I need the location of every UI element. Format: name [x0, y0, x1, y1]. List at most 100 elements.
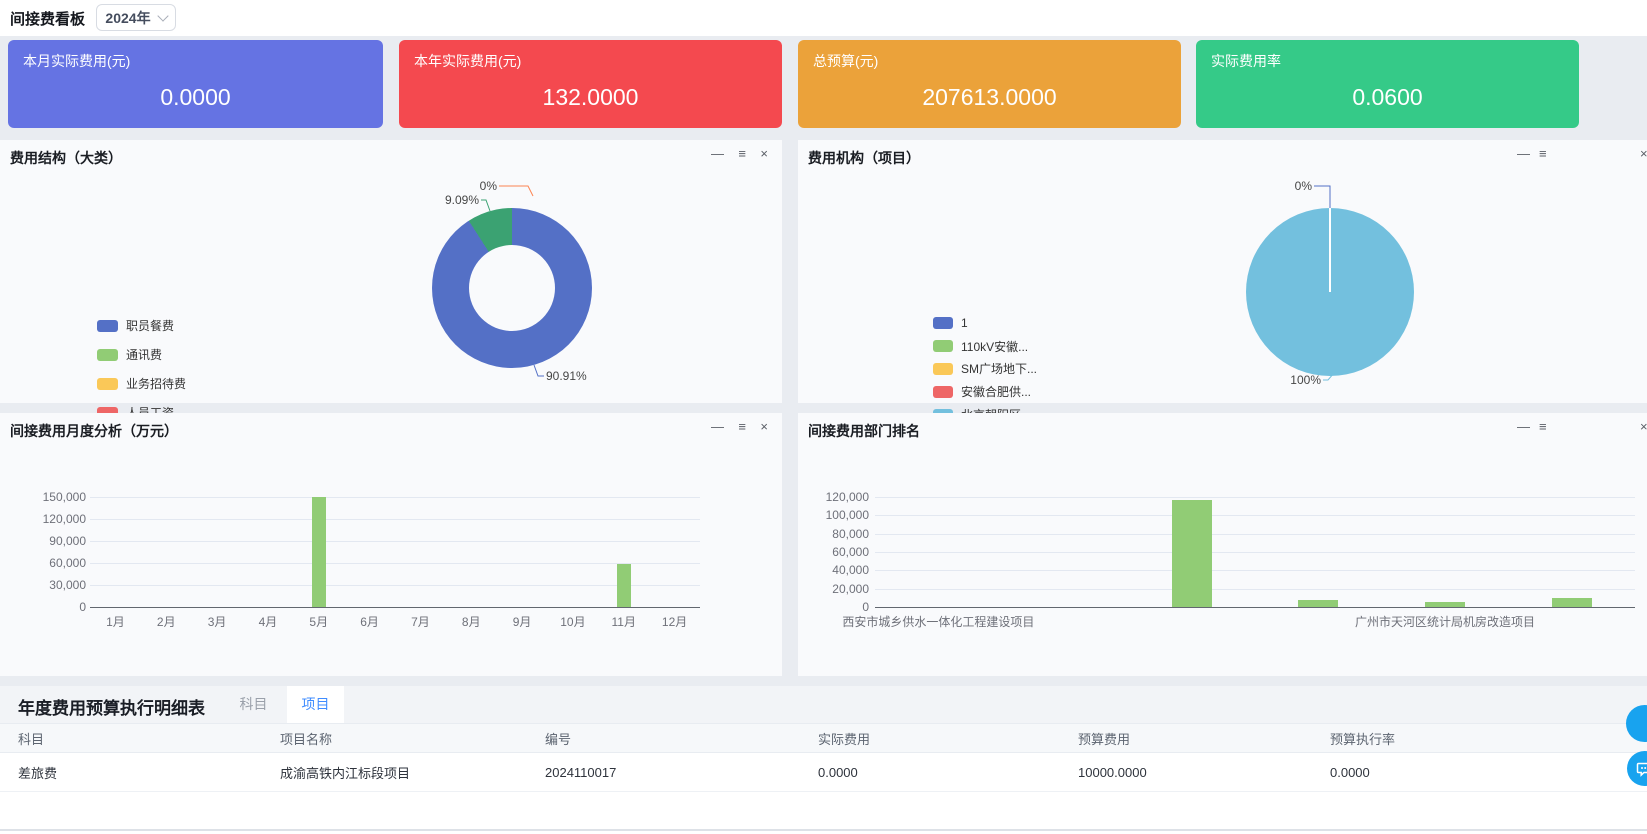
pie-chart[interactable]	[1246, 208, 1414, 376]
column-header: 编号	[545, 731, 572, 747]
table-cell: 0.0000	[818, 764, 858, 780]
legend-swatch	[933, 340, 953, 353]
legend-item[interactable]: 110kV安徽...	[933, 335, 1037, 358]
close-icon[interactable]: ×	[1640, 419, 1647, 434]
gridline	[90, 563, 700, 564]
kpi-card-expense-rate: 实际费用率 0.0600	[1196, 40, 1579, 128]
gridline	[90, 497, 700, 498]
y-axis-tick: 80,000	[832, 526, 869, 541]
x-axis-label: 4月	[258, 615, 278, 629]
gridline	[875, 570, 1635, 572]
panel-title: 费用结构（大类）	[10, 150, 122, 166]
y-axis-tick: 20,000	[832, 581, 869, 596]
panel-expense-structure: 费用结构（大类） — ≡ × 职员餐费通讯费业务招待费人员工资福利费工程保险费消…	[0, 140, 782, 528]
y-axis-tick: 100,000	[825, 508, 869, 523]
gridline	[90, 585, 700, 586]
gridline	[875, 515, 1635, 517]
legend-label: 1	[961, 316, 968, 331]
table-cell: 2024110017	[545, 764, 617, 780]
kpi-value: 0.0600	[1352, 84, 1423, 110]
bar	[616, 564, 631, 607]
y-axis-tick: 40,000	[832, 563, 869, 578]
bar	[1171, 499, 1212, 607]
legend-item[interactable]: SM广场地下...	[933, 358, 1037, 381]
column-header: 项目名称	[280, 731, 333, 747]
panel-title: 费用机构（项目）	[808, 150, 920, 166]
table-title: 年度费用预算执行明细表	[18, 699, 205, 718]
legend-label: 通讯费	[126, 348, 163, 362]
x-axis-label: 8月	[461, 615, 481, 629]
close-icon[interactable]: ×	[760, 146, 768, 161]
column-header: 实际费用	[818, 731, 871, 747]
table-cell: 0.0000	[1330, 764, 1370, 780]
close-icon[interactable]: ×	[760, 419, 768, 434]
kpi-card-year-actual: 本年实际费用(元) 132.0000	[399, 40, 782, 128]
y-axis-tick: 0	[79, 600, 86, 614]
svg-text:0%: 0%	[1295, 179, 1313, 193]
y-axis-tick: 0	[862, 600, 869, 614]
kpi-label: 本月实际费用(元)	[23, 53, 131, 69]
y-axis-tick: 90,000	[49, 534, 86, 548]
menu-icon[interactable]: ≡	[1539, 146, 1547, 161]
legend-item[interactable]: 职员餐费	[97, 311, 186, 340]
minimize-icon[interactable]: —	[1517, 146, 1530, 161]
x-axis-label: 7月	[411, 615, 430, 629]
tab-project[interactable]: 项目	[287, 686, 344, 723]
svg-text:90.91%: 90.91%	[546, 369, 587, 383]
panel-expense-org: 费用机构（项目） — ≡ × 1 110kV安徽... SM广场地下... 安徽合肥供…	[798, 140, 1647, 530]
svg-text:0%: 0%	[480, 179, 498, 193]
donut-chart[interactable]	[432, 208, 592, 368]
table-cell: 成渝高铁内江标段项目	[280, 765, 411, 781]
floating-chat-button[interactable]	[1627, 751, 1647, 786]
y-axis-tick: 60,000	[832, 545, 869, 559]
panel-title: 间接费用月度分析（万元）	[10, 423, 178, 439]
x-axis-label: 6月	[360, 615, 379, 629]
table-cell: 差旅费	[18, 765, 58, 781]
bottom-divider	[0, 829, 1647, 831]
column-header: 预算费用	[1078, 731, 1131, 747]
year-select[interactable]: 2024年	[96, 4, 176, 31]
kpi-value: 207613.0000	[922, 84, 1057, 110]
minimize-icon[interactable]: —	[1517, 419, 1530, 434]
legend-swatch	[933, 385, 953, 398]
x-axis-label: 1月	[106, 615, 125, 629]
bar	[311, 497, 326, 607]
x-axis-label: 3月	[207, 615, 227, 629]
chevron-down-icon	[156, 10, 169, 22]
kpi-label: 总预算(元)	[813, 53, 879, 69]
table-cell: 10000.0000	[1078, 764, 1147, 780]
year-select-value: 2024年	[105, 9, 151, 26]
legend-item[interactable]: 安徽合肥供...	[933, 380, 1037, 403]
minimize-icon[interactable]: —	[711, 419, 724, 434]
legend-item[interactable]: 1	[933, 312, 1037, 335]
x-axis-label: 9月	[512, 615, 532, 629]
table-titlebar	[0, 686, 1647, 723]
legend-swatch	[97, 348, 118, 361]
legend-item[interactable]: 通讯费	[97, 340, 186, 369]
kpi-value: 132.0000	[542, 84, 639, 110]
menu-icon[interactable]: ≡	[1539, 419, 1547, 434]
table-row[interactable]: 差旅费 成渝高铁内江标段项目 2024110017 0.0000 10000.0000 0…	[0, 753, 1647, 792]
menu-icon[interactable]: ≡	[738, 146, 746, 161]
x-axis-label: 广州市天河区统计局机房改造项目	[1354, 615, 1535, 629]
gridline	[90, 519, 700, 520]
gridline	[90, 541, 700, 542]
kpi-label: 实际费用率	[1211, 53, 1281, 69]
kpi-value: 0.0000	[160, 84, 231, 110]
floating-button-top[interactable]	[1626, 705, 1647, 742]
menu-icon[interactable]: ≡	[738, 419, 746, 434]
y-axis-tick: 120,000	[42, 512, 86, 526]
top-bar: 间接费看板 2024年	[0, 0, 1647, 36]
legend-label: 110kV安徽...	[961, 339, 1029, 354]
tab-subject[interactable]: 科目	[239, 696, 268, 712]
legend-item[interactable]: 业务招待费	[97, 369, 186, 398]
minimize-icon[interactable]: —	[711, 146, 724, 161]
panel-monthly-analysis: 间接费用月度分析（万元） — ≡ × 0 30,000 60,000 90,000 12…	[0, 413, 782, 676]
close-icon[interactable]: ×	[1640, 146, 1647, 161]
column-header: 预算执行率	[1330, 731, 1396, 747]
legend-swatch	[933, 362, 953, 375]
y-axis-tick: 60,000	[49, 556, 86, 570]
kpi-label: 本年实际费用(元)	[414, 53, 522, 69]
pie-labels: 9.09%0% 90.91%	[445, 179, 587, 383]
